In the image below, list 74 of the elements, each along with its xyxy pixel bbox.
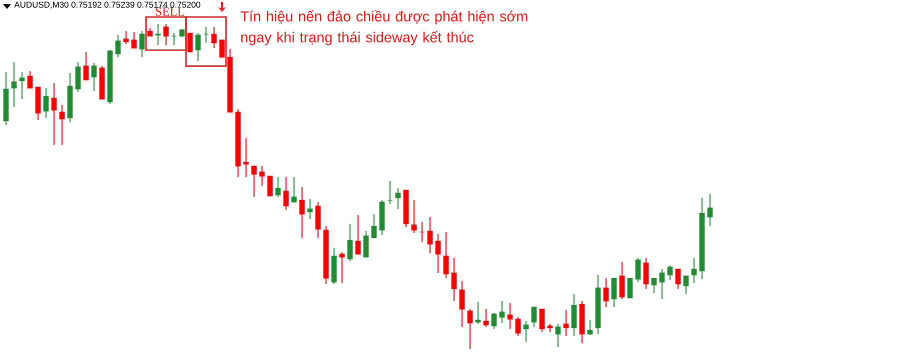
candlestick: [411, 200, 417, 234]
candlestick: [219, 39, 225, 58]
candlestick: [683, 275, 689, 295]
candlestick: [675, 268, 681, 290]
candlestick: [619, 261, 625, 300]
candlestick: [499, 300, 505, 324]
candlestick: [347, 223, 353, 262]
candlestick: [307, 198, 313, 220]
candlestick: [91, 62, 97, 92]
candlestick: [459, 280, 465, 328]
candlestick: [315, 202, 321, 238]
candlestick: [371, 214, 377, 238]
candlestick: [115, 34, 121, 58]
candlestick: [355, 214, 361, 255]
text: SELL: [156, 7, 184, 16]
candlestick: [523, 320, 529, 342]
candlestick: [563, 310, 569, 336]
candlestick: [419, 221, 425, 243]
candlestick: [59, 104, 65, 146]
candlestick: [267, 176, 273, 196]
candlestick: [627, 278, 633, 298]
candlestick: [275, 176, 281, 198]
candlestick: [651, 278, 657, 294]
candlestick: [43, 88, 49, 118]
candlestick: [587, 320, 593, 336]
candlestick: [387, 180, 393, 205]
candlestick: [163, 23, 169, 46]
candlestick: [283, 176, 289, 210]
annotation: Tín hiệu nến đảo chiều được phát hiện sớm ngay khi trạng thái sideway kết thúc: [240, 10, 528, 46]
candlestick: [515, 316, 521, 336]
candlestick: [395, 188, 401, 210]
candlestick: [427, 216, 433, 254]
candlestick: [691, 258, 697, 284]
candlestick: [531, 306, 537, 328]
candlestick: [131, 32, 137, 49]
candlestick: [155, 23, 161, 46]
candlestick: [51, 82, 57, 146]
candlestick: [83, 51, 89, 80]
candlestick: [291, 176, 297, 203]
candlestick: [11, 62, 17, 108]
candlestick: [539, 308, 545, 333]
candlestick: [443, 232, 449, 279]
candlestick: [571, 294, 577, 336]
candlestick: [475, 301, 481, 324]
candlestick: [507, 302, 513, 330]
candlestick: [195, 32, 201, 62]
candlestick: [299, 186, 305, 238]
candlestick: [555, 323, 561, 348]
candlestick: [603, 278, 609, 308]
candlestick: [659, 268, 665, 300]
candlestick: [339, 252, 345, 284]
candlestick: [75, 62, 81, 92]
candlestick: [19, 72, 25, 100]
candlestick: [643, 258, 649, 290]
candlestick: [611, 278, 617, 308]
candlestick: [171, 32, 177, 46]
chart-title: AUDUSD,M30 0.75192 0.75239 0.75174 0.75200: [14, 2, 200, 9]
candlestick: [203, 26, 209, 44]
candlestick: [243, 138, 249, 178]
candlestick: [251, 166, 257, 198]
candlestick: [491, 312, 497, 330]
candlestick: [123, 30, 129, 45]
candlestick: [363, 230, 369, 258]
candlestick: [707, 193, 713, 227]
candlestick: [211, 26, 217, 49]
candlestick: [435, 233, 441, 274]
candlestick: [467, 308, 473, 350]
candlestick: [139, 30, 145, 58]
candlestick: [483, 308, 489, 328]
candlestick: [259, 166, 265, 186]
candlestick: [451, 258, 457, 302]
candlestick: [27, 70, 33, 89]
candlestick: [187, 32, 193, 52]
candlestick: [635, 258, 641, 283]
